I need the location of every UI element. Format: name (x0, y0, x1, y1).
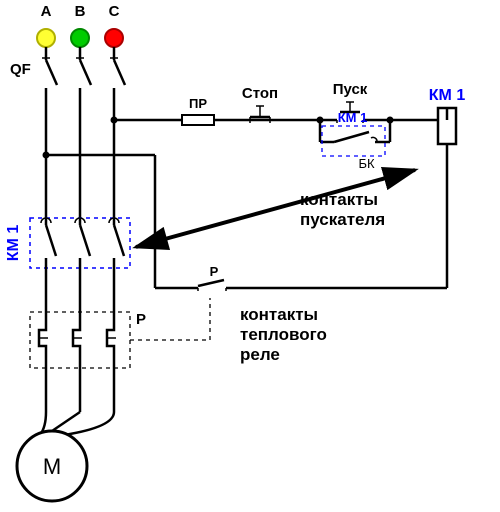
phase-label-b: B (75, 3, 86, 20)
bk-label: БК (358, 156, 375, 171)
qf-label: QF (10, 61, 31, 78)
km1-aux-contact (334, 132, 369, 142)
km1-side-label: КМ 1 (5, 225, 22, 262)
stop-label: Стоп (242, 85, 278, 102)
fuse-pr (182, 115, 214, 125)
phase-lamp-b (71, 29, 89, 47)
thermal-nc-contact (198, 280, 224, 286)
phase-lamp-c (105, 29, 123, 47)
qf-contact (80, 60, 91, 85)
km1-aux-label: КМ 1 (338, 110, 368, 125)
start-label: Пуск (333, 81, 368, 98)
km1-coil-label: КМ 1 (429, 87, 466, 104)
pr-label: ПР (189, 96, 207, 111)
km1-contact (46, 225, 56, 256)
km1-contact (80, 225, 90, 256)
thermal-heater (107, 322, 114, 358)
qf-contact (46, 60, 57, 85)
annot-thermal: контактытепловогореле (240, 305, 327, 364)
km1-contact (114, 225, 124, 256)
motor-label: M (43, 454, 61, 479)
thermal-heater (39, 322, 46, 358)
p-ctrl-label: Р (210, 264, 219, 279)
phase-label-a: A (41, 3, 52, 20)
phase-lamp-a (37, 29, 55, 47)
qf-contact (114, 60, 125, 85)
thermal-heater (73, 322, 80, 358)
phase-label-c: C (109, 3, 120, 20)
thermal-label: Р (136, 311, 146, 328)
annot-starter: контактыпускателя (300, 190, 385, 229)
